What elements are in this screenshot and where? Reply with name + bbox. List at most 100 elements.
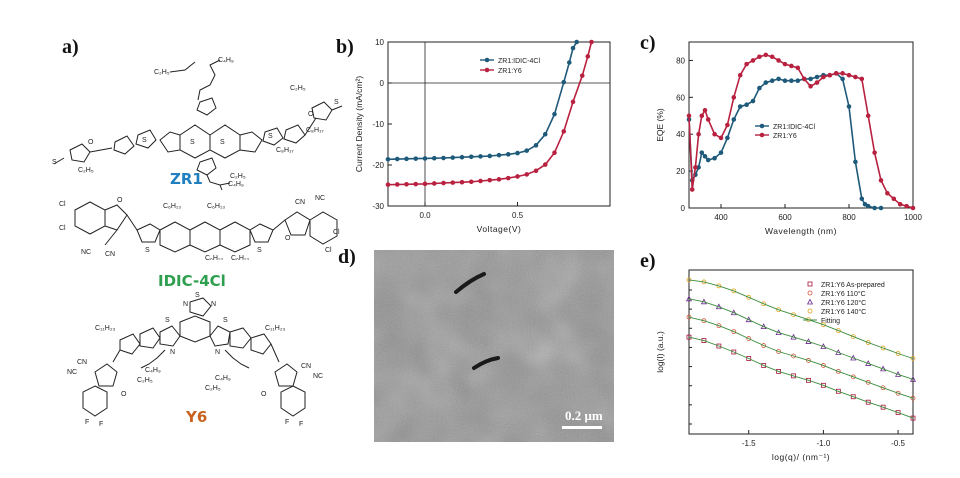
data-point [827,72,833,78]
panel-label-e: e) [640,250,656,272]
svg-text:CN: CN [77,359,87,366]
data-point [542,131,548,137]
legend-label: ZR1:Y6 [498,68,522,75]
data-point [478,178,483,184]
svg-text:O: O [121,391,127,398]
data-point [431,181,437,186]
y-tick-label: 0 [681,204,686,213]
x-axis-label: log(q)/ (nm⁻¹) [772,452,830,462]
svg-text:S: S [257,247,262,254]
svg-text:C₄H₉: C₄H₉ [218,57,234,64]
data-point [850,374,856,380]
data-point [820,382,826,388]
svg-text:C₈H₁₇: C₈H₁₇ [306,127,324,134]
data-point [450,180,456,185]
data-point [699,150,705,155]
y6-structure: S N N S S C₁₁H₂₃ C₁₁H₂₃ N N C₄H₉ C₂H₅ C₄… [67,292,323,428]
y-tick-label: -30 [372,202,384,211]
svg-text:C₄H₉: C₄H₉ [215,375,231,382]
svg-text:Cl: Cl [59,201,66,208]
series-line [387,41,593,186]
data-point [776,368,782,374]
y-axis-label: log(I) (a.u.) [655,331,665,373]
data-point [705,157,711,163]
data-point [895,390,901,396]
data-point [413,181,419,187]
svg-text:O: O [117,197,123,204]
data-point [725,135,730,141]
data-point [895,351,901,356]
data-point [570,45,576,51]
data-point [404,156,409,162]
data-point [776,76,781,82]
data-point [910,415,916,421]
data-point [705,117,711,122]
svg-text:CN: CN [301,363,311,370]
series-1 [686,71,884,211]
data-point [718,150,724,155]
data-point [468,179,474,185]
data-point [761,343,767,348]
svg-text:C₈H₁₇: C₈H₁₇ [276,147,294,154]
data-point [808,76,813,82]
series-1 [385,39,580,162]
data-point [731,288,737,294]
data-point [699,113,705,119]
legend-swatch-marker [759,132,765,138]
data-point [404,181,409,187]
svg-text:O: O [308,111,314,118]
data-point [731,95,737,100]
svg-text:C₂H₅: C₂H₅ [78,167,94,174]
data-point [776,307,782,313]
data-point [450,155,456,160]
data-point [496,152,502,158]
data-point [524,148,530,153]
molecule-name-y6: Y6 [186,408,208,426]
data-point [712,155,717,161]
data-point [820,322,826,328]
svg-text:S: S [145,247,150,254]
fit-line [688,336,914,419]
data-point [910,395,916,401]
data-point [865,113,871,119]
data-point [750,58,756,63]
data-point [413,156,419,161]
data-point [910,356,916,361]
data-point [791,373,796,379]
x-tick-label: 0.5 [512,211,524,220]
legend-swatch-marker [759,123,765,129]
data-point [542,162,548,167]
series-line [688,72,881,209]
data-point [487,153,493,159]
svg-text:S: S [52,159,57,166]
svg-text:Cl: Cl [333,229,340,236]
legend-label: ZR1:Y6 [773,133,797,140]
svg-text:S: S [268,133,273,140]
data-point [567,60,572,65]
data-point [394,156,400,162]
data-point [574,39,580,45]
panel-label-d: d) [338,246,356,268]
svg-text:F: F [299,421,303,428]
y-tick-label: 20 [676,167,685,176]
data-point [840,76,845,82]
data-point [468,154,474,160]
data-point [746,356,752,361]
data-point [895,410,901,416]
svg-text:NC: NC [81,249,91,256]
data-point [808,83,813,89]
data-point [763,80,769,85]
legend-label: ZR1:Y6 As-prepared [821,282,885,289]
series-3 [685,295,917,382]
data-point [478,154,483,159]
data-point [757,54,762,60]
legend-swatch-marker [484,67,490,73]
panel-label-c: c) [640,32,656,54]
data-point [814,74,820,80]
svg-text:C₂H₅: C₂H₅ [154,69,170,76]
svg-text:C₂H₅: C₂H₅ [230,173,246,180]
y-tick-label: 0 [380,79,385,88]
data-point [761,363,767,368]
data-point [878,205,884,211]
data-point [459,179,465,185]
